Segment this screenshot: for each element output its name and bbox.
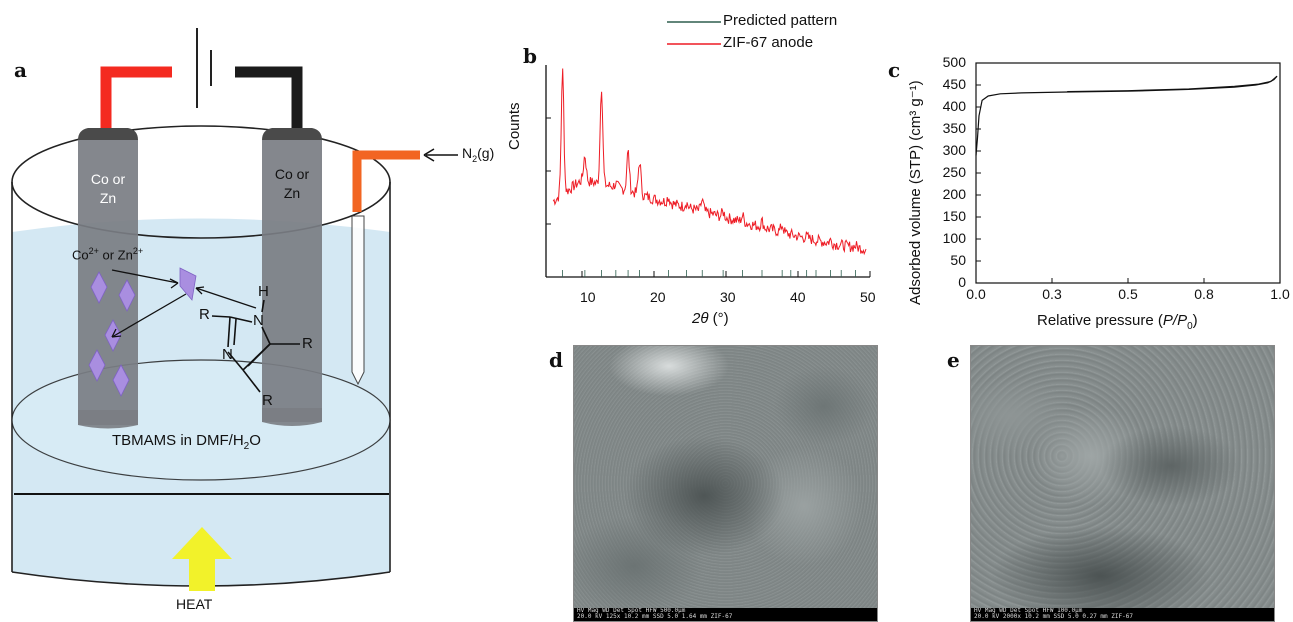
legend-swatches (667, 21, 721, 45)
left-electrode (78, 128, 138, 140)
ion-label: Co2+ or Zn2+ (72, 246, 143, 262)
solution-label-end: O (249, 432, 261, 449)
iso-x-tick-label: 0.0 (966, 286, 986, 302)
panel-c-letter: c (888, 58, 901, 82)
sem-info-top: HV Mag WD Det Spot HFW 500.0μm (577, 608, 686, 614)
atom-r1: R (199, 306, 210, 323)
iso-x-pre: Relative pressure ( (1037, 312, 1163, 329)
iso-y-tick-label: 100 (942, 230, 966, 246)
electrochemical-cell-diagram (11, 28, 458, 587)
sem-info-bottom: 20.0 kV 125x 10.2 mm SSD 5.0 1.64 mm ZIF… (577, 613, 733, 620)
zif67-anode-pattern (552, 68, 867, 256)
atom-n2: N (222, 346, 233, 363)
iso-y-tick-label: 200 (942, 186, 966, 202)
right-electrode-top (262, 128, 322, 140)
xrd-tick-30: 30 (720, 289, 736, 305)
atom-n1: N (253, 312, 264, 329)
heat-arrow-icon (172, 527, 232, 591)
iso-x-var: P/P (1162, 312, 1188, 329)
left-wire (100, 66, 172, 135)
crystal (88, 349, 106, 382)
crystal (90, 271, 108, 304)
gas-subscript: 2 (472, 153, 478, 164)
legend-predicted-label: Predicted pattern (723, 12, 838, 29)
panel-b-letter: b (523, 44, 537, 68)
isotherm-desorption (1067, 75, 1278, 93)
gas-dip-tube (351, 215, 365, 386)
xrd-x-label: 2θ (°) (692, 310, 729, 327)
iso-y-tick-label: 250 (942, 164, 966, 180)
sem-info-bar: HV Mag WD Det Spot HFW 500.0μm 20.0 kV 1… (574, 608, 877, 621)
legend-zif-label: ZIF-67 anode (723, 34, 814, 51)
iso-x-sub: 0 (1187, 321, 1193, 332)
xrd-tick-20: 20 (650, 289, 666, 305)
gas-arrow-head (423, 148, 435, 162)
right-electrode-body (262, 140, 322, 422)
panel-e-letter: e (947, 348, 960, 372)
imidazole-structure (211, 299, 300, 393)
floating-crystal (179, 267, 197, 301)
left-electrode-bottom (78, 410, 138, 429)
atom-r2: R (302, 335, 313, 352)
solution-surface (11, 359, 391, 481)
ion-co: Co (72, 247, 89, 263)
panel-a-letter: a (14, 58, 27, 82)
sem-image-low-mag: HV Mag WD Det Spot HFW 500.0μm 20.0 kV 1… (573, 345, 878, 622)
xrd-tick-50: 50 (860, 289, 876, 305)
solution-label: TBMAMS in DMF/H2O (112, 432, 261, 452)
hot-plate-line (14, 493, 389, 495)
iso-y-tick-label: 0 (958, 274, 966, 290)
ion-charge-2: 2+ (132, 246, 144, 256)
right-electrode-bottom (262, 408, 322, 426)
iso-y-tick-label: 500 (942, 54, 966, 70)
right-wire (235, 66, 303, 135)
gas-label: N2(g) (462, 145, 494, 164)
gas-inlet-tube (352, 150, 420, 212)
iso-x-post: ) (1192, 312, 1198, 329)
crystal (112, 364, 130, 397)
crystal (118, 279, 136, 312)
iso-x-tick-label: 0.8 (1194, 286, 1214, 302)
xrd-y-label: Counts (506, 102, 523, 150)
gas-n: N (462, 145, 473, 161)
xrd-x-unit: (°) (708, 310, 729, 327)
isotherm-adsorption (975, 75, 1278, 156)
atom-r3: R (262, 392, 273, 409)
xrd-tick-10: 10 (580, 289, 596, 305)
beaker-rim (11, 125, 391, 239)
iso-x-tick-label: 0.5 (1118, 286, 1138, 302)
panel-d-letter: d (549, 348, 563, 372)
isotherm-chart (975, 62, 1281, 284)
gas-state: (g) (477, 145, 495, 161)
iso-y-tick-label: 50 (950, 252, 966, 268)
iso-y-tick-label: 450 (942, 76, 966, 92)
solution-subscript: 2 (243, 441, 250, 452)
xrd-x-var: 2θ (692, 310, 709, 327)
sem-image-high-mag: HV Mag WD Det Spot HFW 100.0μm 20.0 kV 2… (970, 345, 1275, 622)
sem-info-top: HV Mag WD Det Spot HFW 100.0μm (974, 608, 1083, 614)
ion-or-zn: or Zn (98, 247, 133, 263)
left-electrode-label: Co or Zn (90, 171, 126, 206)
xrd-chart (545, 65, 871, 278)
isotherm-frame (975, 62, 1281, 284)
sem-info-bottom: 20.0 kV 2000x 10.2 mm SSD 5.0 0.27 mm ZI… (974, 613, 1133, 620)
xrd-tick-40: 40 (790, 289, 806, 305)
heat-label: HEAT (176, 596, 213, 612)
iso-x-tick-label: 0.3 (1042, 286, 1062, 302)
iso-x-tick-label: 1.0 (1270, 286, 1290, 302)
sem-info-bar: HV Mag WD Det Spot HFW 100.0μm 20.0 kV 2… (971, 608, 1274, 621)
solution-label-main: TBMAMS in DMF/H (112, 432, 244, 449)
iso-x-label: Relative pressure (P/P0) (1037, 312, 1198, 332)
iso-y-tick-label: 400 (942, 98, 966, 114)
ion-charge-1: 2+ (88, 246, 99, 256)
right-electrode-label: Co or Zn (274, 166, 310, 201)
iso-y-label: Adsorbed volume (STP) (cm³ g⁻¹) (907, 80, 924, 305)
iso-y-tick-label: 300 (942, 142, 966, 158)
atom-h: H (258, 283, 269, 300)
iso-y-tick-label: 350 (942, 120, 966, 136)
reaction-arrows (111, 269, 257, 338)
iso-y-tick-label: 150 (942, 208, 966, 224)
